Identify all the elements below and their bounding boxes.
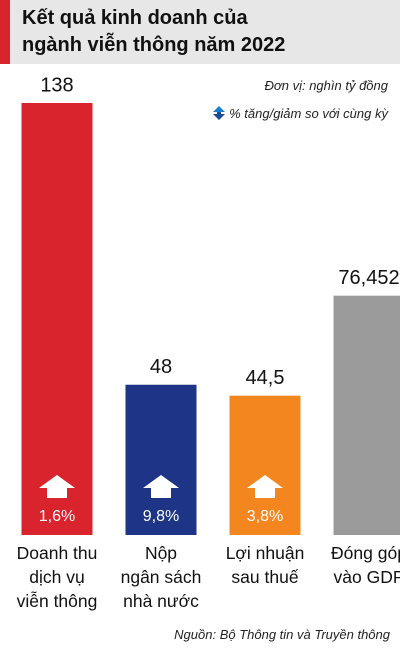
- chart-title: Kết quả kinh doanh của ngành viễn thông …: [22, 7, 286, 56]
- growth-arrow: [143, 475, 179, 498]
- bar: [125, 384, 197, 535]
- growth-label: 3,8%: [247, 508, 283, 525]
- unit-note: Đơn vị: nghìn tỷ đồng: [264, 78, 389, 93]
- growth-label: 1,6%: [39, 508, 75, 525]
- x-tick-label: Đóng góp vào GDP: [331, 543, 400, 587]
- growth-arrow: [247, 475, 283, 498]
- value-label: 44,5: [246, 367, 285, 389]
- bar: [333, 295, 400, 535]
- bar: [229, 395, 301, 535]
- bar: [21, 103, 93, 535]
- value-label: 76,452: [338, 267, 399, 289]
- title-bar: [0, 0, 400, 64]
- x-tick-label: Doanh thu dịch vụ viễn thông: [16, 543, 98, 611]
- legend-text: % tăng/giảm so với cùng kỳ: [229, 106, 388, 121]
- value-label: 138: [40, 74, 73, 96]
- growth-arrow: [39, 475, 75, 498]
- growth-label: 9,8%: [143, 508, 179, 525]
- x-tick-label: Nộp ngân sách nhà nước: [120, 543, 202, 611]
- x-tick-label: Lợi nhuận sau thuế: [225, 543, 305, 587]
- legend-icon: [213, 106, 225, 120]
- value-label: 48: [150, 356, 172, 378]
- title-stripe: [0, 0, 10, 64]
- source-note: Nguồn: Bộ Thông tin và Truyền thông: [174, 627, 390, 642]
